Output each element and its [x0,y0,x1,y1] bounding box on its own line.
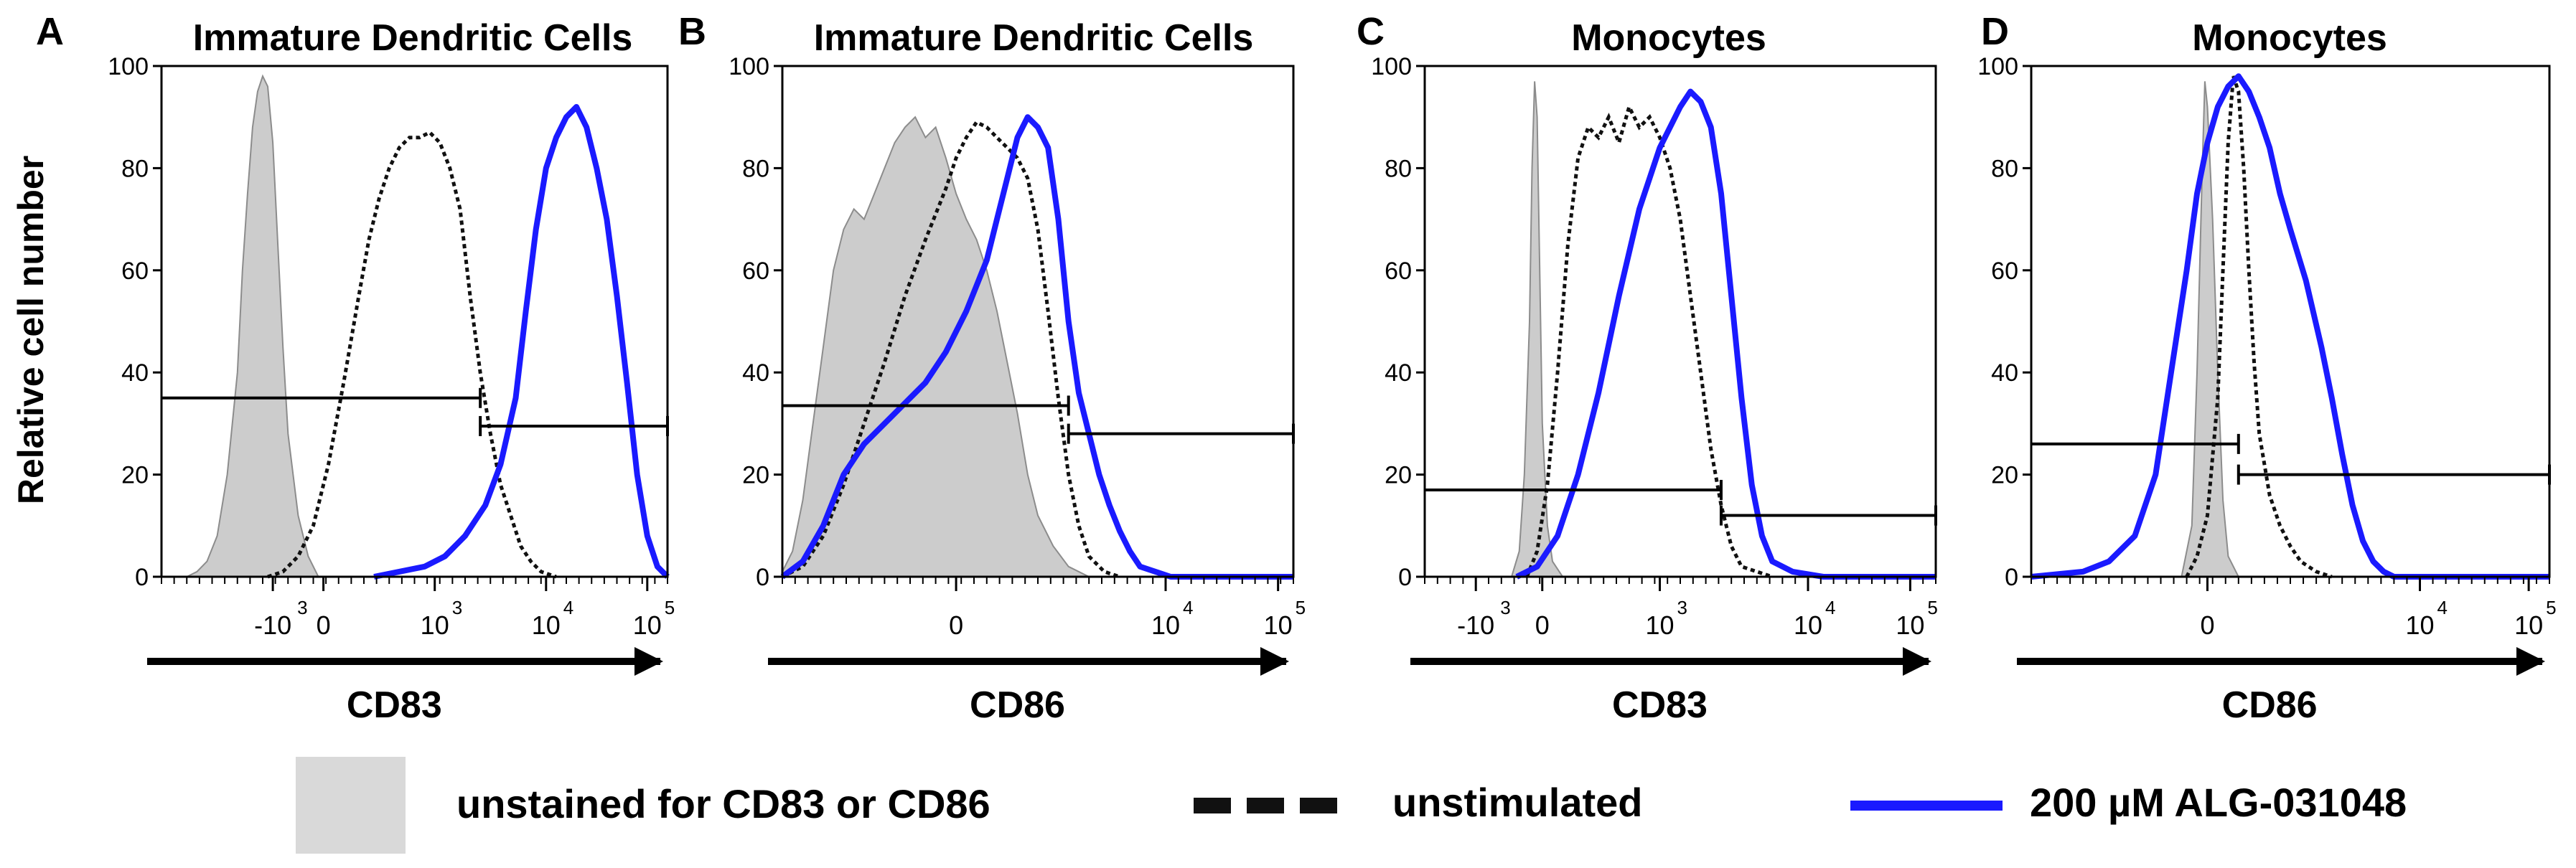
x-tick-label: 10 [1264,610,1293,640]
series-unstimulated [2185,75,2333,579]
series-unstained [186,74,320,577]
x-tick-label: 0 [317,610,331,640]
x-tick-label: -10 [1457,610,1494,640]
y-tick-label: 0 [135,564,149,591]
y-tick-label: 80 [121,155,149,182]
x-tick-label: 0 [949,610,963,640]
gate-2 [1067,423,1295,444]
y-tick-label: 60 [1385,258,1412,285]
y-tick-label: 100 [729,53,769,80]
y-tick-label: 0 [756,564,769,591]
x-tick-label: 10 [633,610,662,640]
legend-label-unstained: unstained for CD83 or CD86 [456,781,990,826]
y-tick-label: 100 [1977,53,2018,80]
y-tick-label: 0 [1398,564,1412,591]
gate-1 [2031,433,2240,454]
series-unstained [1510,81,1564,577]
plot-frame [1423,65,1937,578]
gate-2 [1719,505,1937,526]
x-axis-label: CD86 [2222,684,2318,726]
gate-1 [161,387,482,408]
y-tick-label: 100 [1371,53,1412,80]
gate-2 [2237,464,2551,485]
x-tick-exponent: 3 [452,597,462,618]
y-tick-label: 40 [1385,359,1412,387]
y-tick-label: 40 [1991,359,2018,387]
x-tick-exponent: 3 [297,597,307,618]
x-tick-label: 10 [1151,610,1180,640]
x-tick-exponent: 3 [1677,597,1687,618]
x-axis-label: CD86 [970,684,1065,726]
x-tick-label: 10 [2514,610,2543,640]
x-tick-label: 10 [1896,610,1924,640]
y-tick-label: 80 [742,155,769,182]
series-unstained [2181,81,2240,577]
panels: A Immature Dendritic Cells020406080100-10… [36,10,2557,726]
series-alg [2031,73,2549,580]
panel-b: B Immature Dendritic Cells 0 20 40 60 80 100 0 10… [678,10,1306,726]
panel-letter: B [678,10,706,53]
panel-letter: A [36,10,64,53]
x-tick-exponent: 4 [2437,597,2448,618]
x-tick-label: 0 [1535,610,1550,640]
y-tick-label: 20 [1385,462,1412,489]
x-tick-label: -10 [254,610,291,640]
panel-letter: C [1357,10,1385,53]
y-tick-label: 80 [1385,155,1412,182]
x-tick-exponent: 5 [1296,597,1306,618]
series-unstained [782,115,1090,577]
gate-1 [782,395,1070,416]
y-tick-label: 20 [742,462,769,489]
y-tick-label: 100 [108,53,149,80]
x-tick-exponent: 4 [563,597,573,618]
x-tick-label: 0 [2200,610,2214,640]
x-tick-exponent: 3 [1500,597,1510,618]
y-tick-label: 60 [121,258,149,285]
x-tick-label: 10 [421,610,449,640]
y-tick-label: 0 [2005,564,2018,591]
y-tick-label: 20 [121,462,149,489]
y-tick-label: 60 [1991,258,2018,285]
x-tick-exponent: 4 [1183,597,1193,618]
legend-label-alg: 200 µM ALG-031048 [2030,780,2407,825]
panel-title: Immature Dendritic Cells [193,17,633,59]
x-tick-label: 10 [532,610,561,640]
legend-swatch-unstained [296,757,406,854]
x-tick-exponent: 4 [1825,597,1835,618]
x-tick-exponent: 5 [665,597,675,618]
x-tick-exponent: 5 [1927,597,1937,618]
panel-title: Monocytes [2192,17,2387,59]
x-tick-exponent: 5 [2546,597,2556,618]
panel-a: A Immature Dendritic Cells020406080100-10… [36,10,675,726]
series-unstimulated [267,130,557,579]
legend-label-unstimulated: unstimulated [1392,780,1642,825]
series-alg [373,104,670,580]
panel-letter: D [1981,10,2009,53]
y-tick-label: 40 [742,359,769,387]
x-axis-label: CD83 [347,684,442,726]
panel-title: Immature Dendritic Cells [814,17,1254,59]
x-tick-label: 10 [1794,610,1822,640]
x-tick-label: 10 [1645,610,1674,640]
x-axis-label: CD83 [1612,684,1708,726]
series-unstimulated [1525,102,1773,579]
series-alg [780,114,1293,580]
panel-title: Monocytes [1571,17,1766,59]
x-tick-label: 10 [2405,610,2434,640]
gate-1 [1425,479,1723,500]
y-tick-label: 60 [742,258,769,285]
y-tick-label: 20 [1991,462,2018,489]
series-unstimulated [781,120,1120,579]
y-tick-label: 40 [121,359,149,387]
series-alg [1515,88,1936,580]
legend: unstained for CD83 or CD86 unstimulated … [296,757,2407,854]
y-axis-label: Relative cell number [11,156,51,504]
y-tick-label: 80 [1991,155,2018,182]
plot-frame [2030,65,2551,578]
